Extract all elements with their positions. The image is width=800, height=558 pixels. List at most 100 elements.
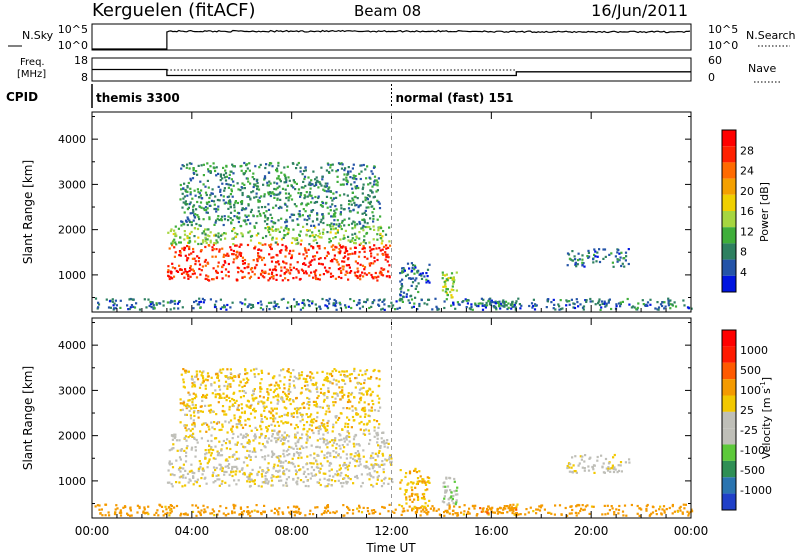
data-cell — [326, 478, 329, 482]
data-cell — [355, 376, 358, 380]
data-cell — [248, 477, 251, 480]
data-cell — [271, 435, 274, 438]
data-cell — [306, 396, 309, 400]
data-cell — [172, 435, 175, 438]
data-cell — [281, 437, 284, 440]
data-cell — [367, 194, 370, 197]
data-cell — [594, 303, 597, 306]
data-cell — [363, 429, 366, 432]
data-cell — [198, 301, 201, 304]
data-cell — [373, 409, 377, 412]
data-cell — [418, 302, 421, 306]
data-cell — [343, 461, 346, 465]
data-cell — [272, 277, 275, 280]
data-cell — [214, 389, 217, 392]
data-cell — [358, 392, 361, 395]
data-cell — [243, 410, 246, 413]
data-cell — [186, 163, 189, 166]
data-cell — [349, 247, 352, 250]
data-cell — [195, 375, 198, 378]
data-cell — [170, 462, 173, 465]
data-cell — [363, 219, 366, 222]
data-cell — [507, 302, 510, 305]
data-cell — [370, 255, 373, 258]
data-cell — [335, 510, 338, 513]
data-cell — [591, 465, 594, 469]
data-cell — [157, 514, 160, 517]
data-cell — [308, 235, 311, 238]
data-cell — [582, 308, 585, 311]
data-cell — [299, 166, 302, 169]
data-cell — [412, 264, 415, 267]
data-cell — [318, 470, 321, 473]
data-cell — [414, 296, 417, 299]
station-title: Kerguelen (fitACF) — [92, 0, 256, 21]
data-cell — [209, 411, 212, 414]
data-cell — [261, 481, 264, 484]
data-cell — [345, 480, 348, 483]
data-cell — [347, 477, 350, 480]
data-cell — [300, 374, 303, 377]
data-cell — [148, 304, 151, 308]
data-cell — [366, 507, 369, 510]
data-cell — [275, 412, 278, 415]
data-cell — [365, 177, 368, 180]
data-cell — [358, 237, 361, 240]
data-cell — [223, 384, 226, 388]
data-cell — [353, 419, 356, 422]
data-cell — [596, 459, 599, 462]
data-cell — [621, 300, 624, 303]
data-cell — [296, 431, 299, 434]
data-cell — [247, 204, 250, 207]
data-cell — [426, 268, 430, 271]
data-cell — [354, 434, 358, 437]
data-cell — [332, 392, 336, 395]
data-cell — [295, 410, 298, 413]
data-cell — [378, 378, 381, 381]
data-cell — [224, 375, 228, 378]
data-cell — [202, 241, 205, 244]
data-cell — [229, 306, 232, 309]
data-cell — [363, 406, 366, 409]
data-cell — [316, 179, 319, 182]
data-cell — [182, 165, 185, 168]
data-cell — [611, 261, 614, 264]
data-cell — [336, 470, 339, 473]
data-cell — [322, 228, 325, 231]
data-cell — [217, 474, 220, 477]
data-cell — [358, 220, 361, 224]
data-cell — [188, 405, 191, 408]
data-cell — [535, 512, 538, 515]
data-cell — [284, 459, 287, 463]
data-cell — [442, 485, 445, 488]
data-cell — [358, 422, 361, 425]
data-cell — [195, 170, 198, 173]
data-cell — [370, 248, 373, 251]
data-cell — [335, 443, 338, 446]
data-cell — [391, 306, 394, 309]
data-cell — [261, 469, 265, 472]
data-cell — [292, 415, 295, 418]
data-cell — [303, 247, 307, 250]
data-cell — [324, 472, 327, 475]
data-cell — [265, 235, 268, 238]
data-cell — [445, 489, 448, 492]
data-cell — [257, 232, 260, 235]
data-cell — [362, 506, 365, 509]
data-cell — [503, 301, 506, 304]
data-cell — [593, 248, 596, 251]
data-cell — [584, 505, 587, 508]
data-cell — [384, 258, 387, 261]
data-cell — [489, 507, 492, 510]
data-cell — [188, 232, 192, 235]
data-cell — [490, 300, 493, 303]
data-cell — [626, 297, 629, 301]
data-cell — [481, 302, 484, 305]
data-cell — [288, 453, 291, 456]
data-cell — [245, 215, 248, 218]
data-cell — [257, 484, 260, 488]
power-colorbar-tick-label: 12 — [740, 225, 754, 238]
data-cell — [289, 305, 292, 308]
data-cell — [252, 439, 255, 442]
